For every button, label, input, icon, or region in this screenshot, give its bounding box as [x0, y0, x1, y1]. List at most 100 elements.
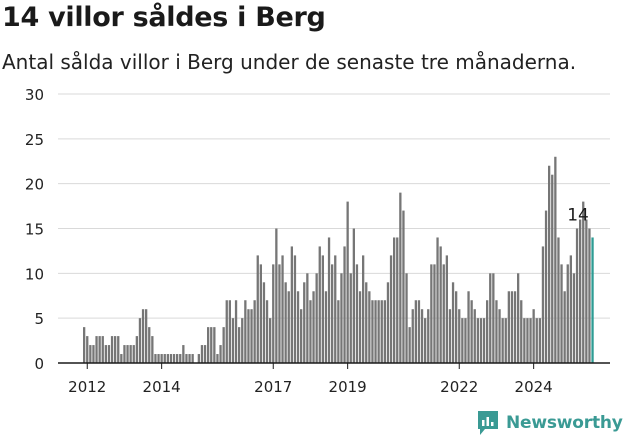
- bar: [234, 300, 238, 363]
- bar: [352, 228, 355, 363]
- bar: [560, 264, 563, 363]
- bar: [275, 228, 278, 363]
- bar: [197, 354, 200, 363]
- bar: [129, 345, 132, 363]
- bar: [498, 309, 501, 363]
- bar: [340, 273, 343, 363]
- bar: [207, 327, 210, 363]
- bar: [315, 273, 318, 363]
- bar: [411, 309, 414, 363]
- bar: [123, 345, 126, 363]
- bar: [346, 201, 349, 363]
- bar: [120, 354, 123, 363]
- x-tick-label: 2019: [329, 378, 367, 396]
- bar: [231, 318, 235, 363]
- bar: [529, 318, 532, 363]
- chart-subtitle: Antal sålda villor i Berg under de senas…: [2, 50, 577, 74]
- bar: [135, 336, 138, 363]
- bar: [110, 336, 114, 363]
- bar: [216, 354, 219, 363]
- bar: [327, 237, 331, 363]
- bar: [371, 300, 374, 363]
- bar: [424, 318, 427, 363]
- bar: [179, 354, 182, 363]
- bar: [151, 336, 154, 363]
- bar: [362, 255, 365, 363]
- bar-highlight: [591, 237, 594, 363]
- bar: [318, 246, 321, 363]
- bar: [523, 318, 526, 363]
- bar: [495, 300, 498, 363]
- bar: [461, 318, 464, 363]
- bar: [405, 273, 408, 363]
- bar: [296, 291, 300, 363]
- bar: [554, 156, 557, 363]
- bar: [126, 345, 129, 363]
- bar: [551, 174, 554, 363]
- bar: [569, 255, 572, 363]
- bar: [337, 300, 340, 363]
- bar: [89, 345, 92, 363]
- bar: [331, 264, 334, 363]
- bar: [324, 291, 328, 363]
- bar: [163, 354, 166, 363]
- bar: [436, 237, 439, 363]
- bar: [492, 273, 495, 363]
- bar: [479, 318, 483, 363]
- bar: [365, 282, 368, 363]
- bar: [585, 219, 588, 363]
- y-tick-label: 25: [25, 131, 44, 149]
- bar: [355, 264, 359, 363]
- bar: [389, 255, 393, 363]
- bar: [272, 264, 275, 363]
- bar: [343, 246, 346, 363]
- bar: [374, 300, 377, 363]
- bar: [476, 318, 479, 363]
- x-tick-label: 2024: [515, 378, 553, 396]
- y-tick-label: 0: [34, 355, 44, 373]
- bar: [513, 291, 517, 363]
- axes: [58, 362, 610, 369]
- bar: [334, 255, 337, 363]
- bar: [520, 300, 523, 363]
- bar: [176, 354, 179, 363]
- brand-name: Newsworthy: [506, 413, 623, 433]
- bar: [358, 291, 362, 363]
- bar: [548, 165, 551, 363]
- bar: [293, 255, 297, 363]
- y-tick-label: 10: [25, 265, 44, 283]
- grid-lines: [58, 93, 610, 319]
- bar: [262, 282, 266, 363]
- bar: [417, 300, 421, 363]
- bar: [210, 327, 213, 363]
- bar: [182, 345, 185, 363]
- bar: [141, 309, 145, 363]
- x-tick-label: 2022: [440, 378, 478, 396]
- bar: [225, 300, 228, 363]
- bar: [433, 264, 436, 363]
- bar: [402, 210, 405, 363]
- bar: [104, 345, 107, 363]
- bar: [442, 264, 445, 363]
- bar: [517, 273, 520, 363]
- y-tick-label: 5: [34, 310, 44, 328]
- bar: [504, 318, 507, 363]
- bar: [241, 318, 244, 363]
- bar: [312, 291, 315, 363]
- bar: [470, 300, 473, 363]
- bar: [430, 264, 433, 363]
- bar: [414, 300, 417, 363]
- value-annotation: 14: [567, 206, 589, 226]
- bar: [256, 255, 259, 363]
- bar: [383, 300, 386, 363]
- bar: [386, 282, 390, 363]
- bar: [532, 309, 535, 363]
- bar: [368, 291, 371, 363]
- chart-title: 14 villor såldes i Berg: [2, 2, 326, 33]
- bar: [380, 300, 383, 363]
- newsworthy-logo[interactable]: Newsworthy: [476, 408, 623, 438]
- bar: [544, 210, 548, 363]
- bar: [393, 237, 396, 363]
- bar: [219, 345, 222, 363]
- bar: [526, 318, 529, 363]
